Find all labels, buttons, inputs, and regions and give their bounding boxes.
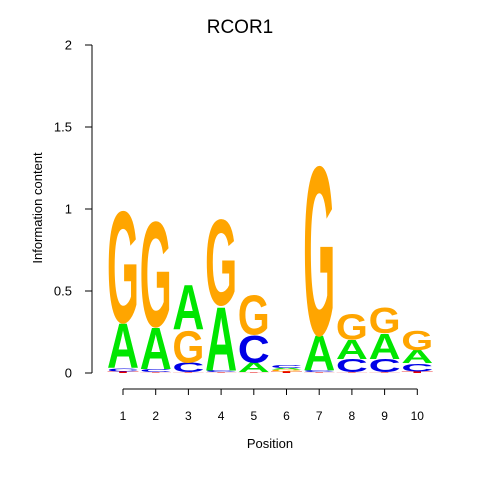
letter-c-mark: C bbox=[107, 367, 139, 372]
letter-a-mark: A bbox=[172, 271, 204, 343]
x-tick-label: 7 bbox=[316, 409, 323, 423]
letter-c-mark: C bbox=[172, 360, 204, 375]
y-axis-label: Information content bbox=[30, 152, 45, 264]
letter-a-mark: A bbox=[271, 368, 303, 371]
x-tick-label: 5 bbox=[250, 409, 257, 423]
letter-c-mark: C bbox=[401, 361, 433, 374]
letter-a-mark: A bbox=[205, 289, 237, 391]
letter-a-mark: A bbox=[369, 326, 401, 367]
letter-t-mark: T bbox=[107, 371, 139, 374]
letter-c-mark: C bbox=[271, 364, 303, 369]
letter-a-mark: A bbox=[107, 310, 139, 382]
y-tick-label: 1.5 bbox=[54, 120, 72, 135]
letter-t-mark: T bbox=[238, 372, 271, 373]
letter-a-mark: A bbox=[303, 326, 335, 382]
y-tick-label: 0.5 bbox=[54, 284, 72, 299]
x-tick-label: 6 bbox=[283, 409, 290, 423]
letter-g-mark: G bbox=[107, 178, 139, 356]
letter-g-mark: G bbox=[303, 116, 335, 386]
letter-t-mark: T bbox=[271, 371, 303, 374]
letter-t-mark: T bbox=[336, 372, 369, 373]
letter-t-mark: T bbox=[140, 372, 173, 373]
x-axis: 1 2 3 4 5 6 7 8 9 10 bbox=[120, 388, 425, 423]
letter-g-mark: G bbox=[172, 322, 204, 372]
letter-g-mark: G bbox=[238, 283, 270, 347]
letter-a-mark: A bbox=[140, 317, 172, 383]
letter-c-mark: C bbox=[140, 368, 172, 373]
letter-a-mark: A bbox=[401, 347, 433, 367]
letter-a-mark: A bbox=[238, 360, 270, 375]
chart-title: RCOR1 bbox=[207, 17, 274, 38]
letter-t-mark: T bbox=[303, 372, 336, 373]
y-tick-label: 1 bbox=[65, 202, 72, 217]
x-tick-label: 10 bbox=[411, 409, 425, 423]
letter-c-mark: C bbox=[205, 370, 237, 373]
letter-t-mark: T bbox=[369, 372, 402, 373]
letter-t-mark: T bbox=[401, 371, 433, 374]
letter-c-mark: C bbox=[303, 370, 335, 373]
letter-g-mark: G bbox=[271, 369, 303, 372]
x-tick-label: 9 bbox=[381, 409, 388, 423]
letter-g-mark: G bbox=[401, 326, 433, 357]
x-tick-label: 2 bbox=[152, 409, 159, 423]
letter-c-mark: C bbox=[336, 356, 368, 376]
letter-g-mark: G bbox=[140, 191, 172, 359]
x-tick-label: 1 bbox=[120, 409, 127, 423]
x-tick-label: 3 bbox=[185, 409, 192, 423]
letter-g-mark: G bbox=[205, 195, 237, 332]
y-axis: 0 0.5 1 1.5 2 bbox=[54, 38, 93, 381]
y-tick-label: 0 bbox=[65, 366, 72, 381]
letter-g-mark: G bbox=[336, 307, 368, 347]
y-tick-label: 2 bbox=[65, 38, 72, 53]
letter-c-mark: C bbox=[369, 356, 401, 376]
letter-t-mark: T bbox=[172, 372, 205, 373]
x-axis-label: Position bbox=[247, 436, 293, 451]
letter-g-mark: G bbox=[369, 301, 401, 341]
letter-t-mark: T bbox=[205, 372, 238, 373]
letter-c-mark: C bbox=[238, 327, 270, 371]
letter-a-mark: A bbox=[336, 335, 368, 365]
x-tick-label: 4 bbox=[218, 409, 225, 423]
x-tick-label: 8 bbox=[349, 409, 356, 423]
